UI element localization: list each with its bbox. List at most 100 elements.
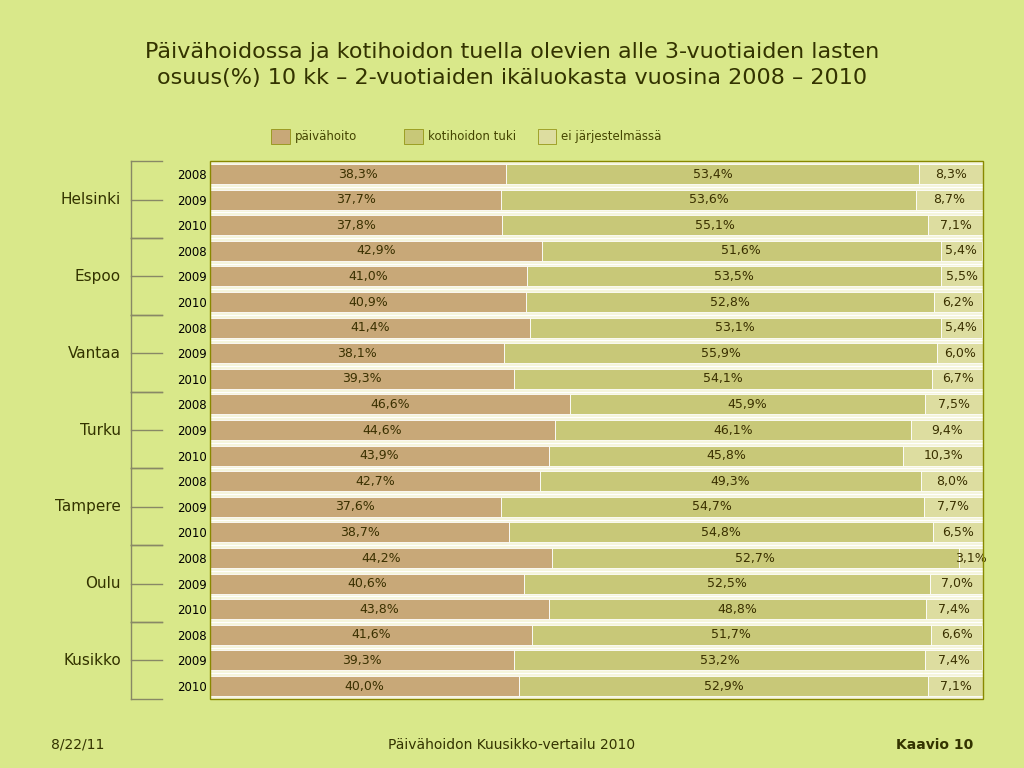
Bar [570,395,925,415]
Bar [502,190,915,210]
Text: 39,3%: 39,3% [342,654,382,667]
Bar [555,420,911,440]
Bar [210,548,552,568]
Text: 53,1%: 53,1% [716,321,755,334]
Bar [542,241,940,261]
Text: 52,5%: 52,5% [707,578,746,590]
Text: 5,4%: 5,4% [945,321,977,334]
Text: 5,4%: 5,4% [945,244,977,257]
Text: Turku: Turku [80,422,121,438]
Bar [933,522,983,542]
Bar [210,215,502,235]
Text: 42,7%: 42,7% [355,475,395,488]
Text: 44,2%: 44,2% [361,551,400,564]
Bar [210,241,542,261]
Bar [549,599,926,619]
Text: 37,8%: 37,8% [336,219,376,232]
Text: Kusikko: Kusikko [63,653,121,668]
Text: 54,7%: 54,7% [692,501,732,513]
Text: 9,4%: 9,4% [932,424,964,436]
Text: 53,4%: 53,4% [692,167,732,180]
Bar [911,420,984,440]
Text: 43,9%: 43,9% [359,449,399,462]
Bar [210,318,530,338]
Bar [210,369,514,389]
Bar [210,343,505,363]
Text: 46,1%: 46,1% [713,424,753,436]
Text: 54,8%: 54,8% [701,526,741,539]
Text: 40,9%: 40,9% [348,296,388,309]
Bar [210,266,527,286]
Bar [519,676,928,696]
Text: 45,8%: 45,8% [707,449,746,462]
Text: 7,0%: 7,0% [941,578,973,590]
Text: 53,6%: 53,6% [689,194,728,206]
Text: 37,6%: 37,6% [336,501,375,513]
Text: 7,1%: 7,1% [940,680,972,693]
Text: Espoo: Espoo [75,269,121,284]
Text: 40,0%: 40,0% [345,680,384,693]
Bar [501,497,924,517]
Bar [210,395,570,415]
Text: 6,6%: 6,6% [941,628,973,641]
Text: 54,1%: 54,1% [703,372,742,386]
Bar [210,676,519,696]
Bar [210,190,502,210]
Text: 7,7%: 7,7% [937,501,970,513]
Text: 51,6%: 51,6% [721,244,761,257]
Text: 55,1%: 55,1% [695,219,735,232]
Bar [940,318,982,338]
Bar [506,164,919,184]
Text: 52,9%: 52,9% [703,680,743,693]
Text: 6,7%: 6,7% [942,372,974,386]
Text: ei järjestelmässä: ei järjestelmässä [561,131,662,143]
Bar [937,343,983,363]
Text: 37,7%: 37,7% [336,194,376,206]
Bar [514,650,925,670]
Text: Tampere: Tampere [55,499,121,515]
Text: Helsinki: Helsinki [60,192,121,207]
Text: 7,5%: 7,5% [938,398,970,411]
Text: Päivähoidon Kuusikko-vertailu 2010: Päivähoidon Kuusikko-vertailu 2010 [388,738,636,752]
Bar [210,574,524,594]
Bar [940,241,982,261]
Bar [959,548,983,568]
Text: 48,8%: 48,8% [717,603,757,616]
Bar [930,574,984,594]
Text: 43,8%: 43,8% [359,603,399,616]
Text: 42,9%: 42,9% [356,244,395,257]
Bar [526,292,934,312]
Bar [210,445,549,465]
Text: 41,0%: 41,0% [348,270,388,283]
Text: 6,0%: 6,0% [944,347,976,359]
Text: 45,9%: 45,9% [728,398,768,411]
Bar [932,369,984,389]
Text: Kaavio 10: Kaavio 10 [896,738,973,752]
Text: 10,3%: 10,3% [924,449,964,462]
Bar [925,395,983,415]
Bar [210,650,514,670]
Text: 3,1%: 3,1% [955,551,987,564]
Text: 55,9%: 55,9% [700,347,740,359]
Text: 6,2%: 6,2% [942,296,974,309]
Text: 53,2%: 53,2% [699,654,739,667]
Bar [940,266,983,286]
Text: 38,7%: 38,7% [340,526,380,539]
Bar [926,599,983,619]
Text: 38,1%: 38,1% [337,347,377,359]
Bar [505,343,937,363]
Text: 7,4%: 7,4% [939,603,971,616]
Text: 52,7%: 52,7% [735,551,775,564]
Text: 8,0%: 8,0% [936,475,968,488]
Bar [530,318,940,338]
Text: 7,1%: 7,1% [940,219,972,232]
Text: päivähoito: päivähoito [295,131,357,143]
Bar [549,445,903,465]
Bar [524,574,930,594]
Text: 8/22/11: 8/22/11 [51,738,104,752]
Bar [210,497,501,517]
Text: 44,6%: 44,6% [362,424,402,436]
Text: 6,5%: 6,5% [942,526,974,539]
Text: 52,8%: 52,8% [711,296,751,309]
Text: 7,4%: 7,4% [938,654,970,667]
